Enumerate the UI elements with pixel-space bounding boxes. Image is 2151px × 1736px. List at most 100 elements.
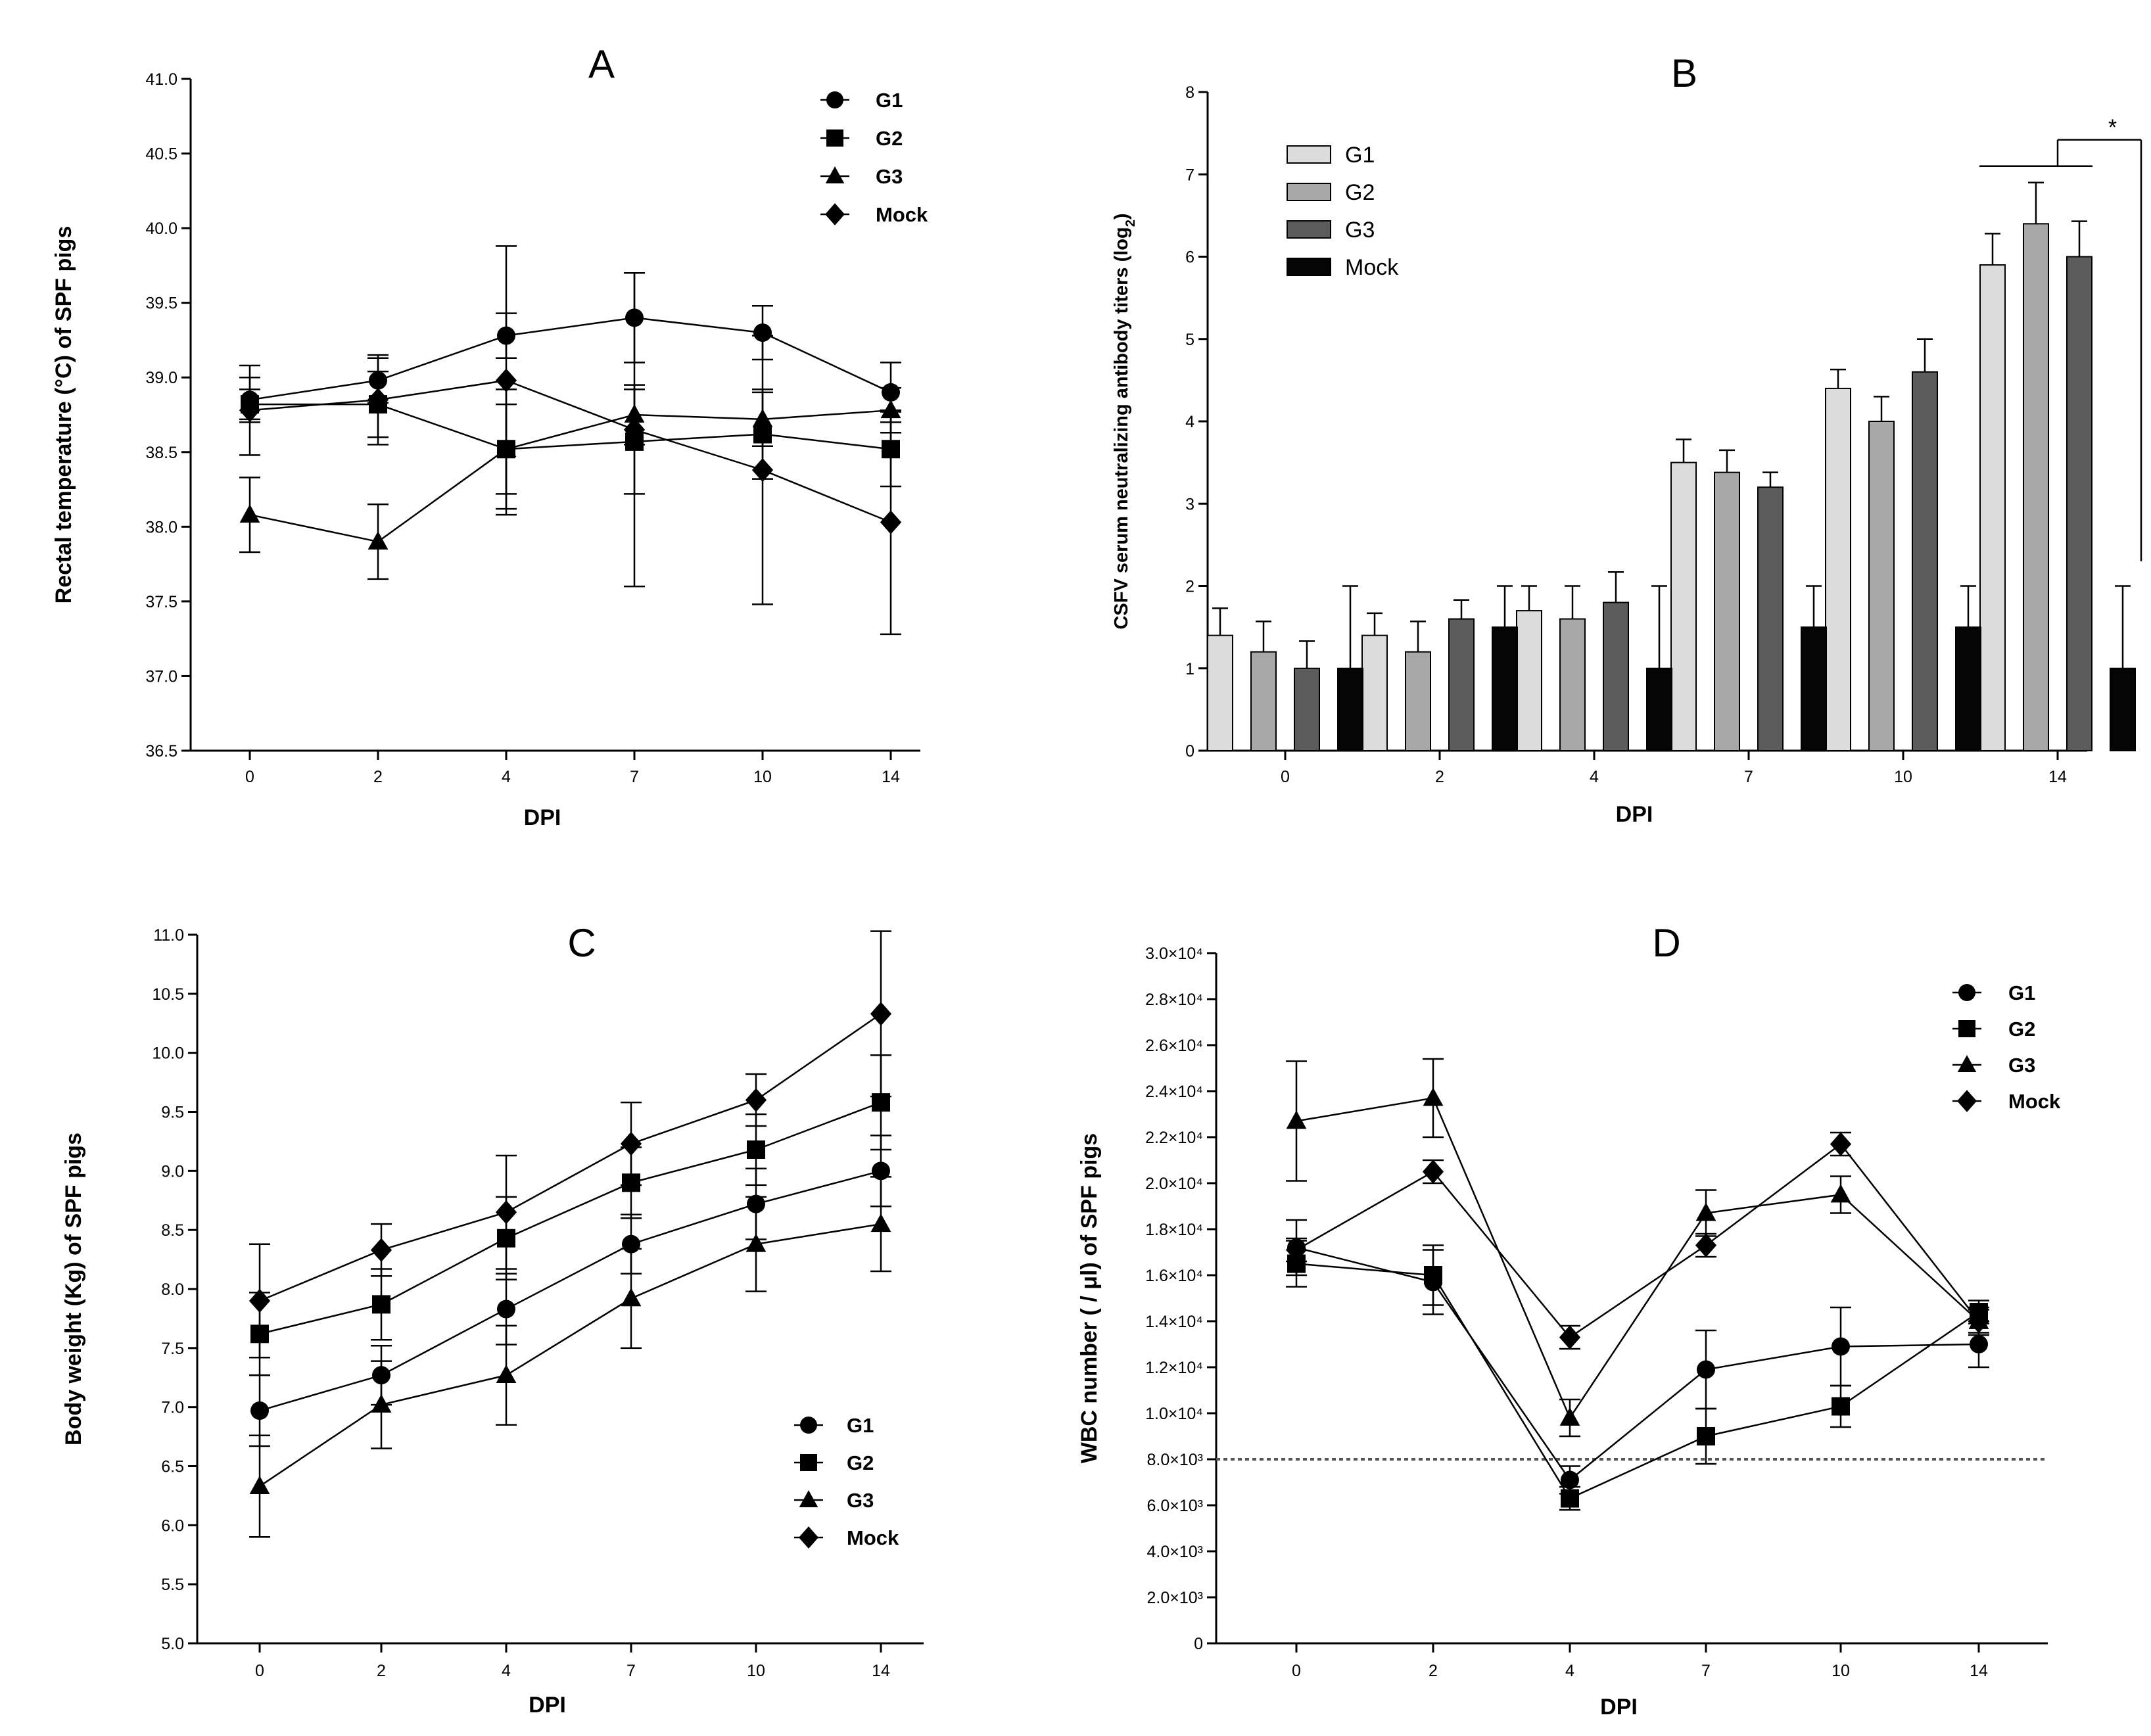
series-line <box>1296 1142 1979 1339</box>
legend-label: Mock <box>847 1526 899 1549</box>
y-tick-label: 2.0×10⁴ <box>1145 1175 1203 1193</box>
bar <box>1757 486 1784 751</box>
data-point <box>371 1394 392 1413</box>
data-point <box>239 398 261 423</box>
panel-letter: D <box>1652 921 1680 965</box>
legend-label: G3 <box>876 165 903 188</box>
legend-label: G1 <box>876 89 903 112</box>
y-tick-label: 3 <box>1185 495 1194 513</box>
x-tick-label: 14 <box>872 1662 890 1680</box>
legend-item-g1: G1 <box>794 1414 874 1437</box>
series-line <box>250 403 891 450</box>
y-tick-label: 10.0 <box>152 1044 184 1063</box>
y-tick-label: 4 <box>1185 413 1194 431</box>
bar <box>1405 651 1431 752</box>
x-tick-label: 4 <box>502 1662 511 1680</box>
x-axis-title: DPI <box>529 1693 566 1718</box>
bar <box>1603 601 1629 751</box>
series-mock <box>239 245 902 636</box>
data-point <box>1970 1335 1988 1353</box>
y-tick-label: 1 <box>1185 660 1194 678</box>
data-point <box>248 1288 271 1313</box>
y-tick-label: 8.0 <box>161 1280 184 1299</box>
y-tick-label: 9.0 <box>161 1162 184 1181</box>
series-g3 <box>249 1176 891 1538</box>
x-tick-label: 10 <box>1894 768 1912 786</box>
legend-swatch <box>1287 220 1331 239</box>
series-line <box>259 1101 882 1335</box>
y-tick-label: 7.0 <box>161 1399 184 1417</box>
x-tick-label: 7 <box>626 1662 636 1680</box>
series-line <box>1296 1097 1979 1420</box>
data-point <box>250 1401 269 1420</box>
data-point <box>1285 1238 1308 1262</box>
y-axis-title-text: Body weight (Kg) of SPF pigs <box>61 1133 86 1445</box>
legend-marker <box>1957 1055 1977 1073</box>
y-tick-label: 1.4×10⁴ <box>1145 1313 1203 1331</box>
data-point <box>751 457 774 482</box>
y-tick-label: 2.8×10⁴ <box>1145 991 1203 1009</box>
legend-swatch <box>1287 145 1331 164</box>
legend-marker <box>799 1526 818 1549</box>
series-g1 <box>249 1135 891 1447</box>
series-g1 <box>239 271 901 423</box>
chart-a: A 36.5 37.0 37.5 38.0 38.5 39.0 39.5 40.0 40.5 41.… <box>51 42 928 830</box>
series-line <box>259 1013 882 1302</box>
significance-star: * <box>2108 115 2117 140</box>
y-tick-label: 1.8×10⁴ <box>1145 1221 1203 1239</box>
x-tick-label: 7 <box>1701 1662 1711 1680</box>
x-tick-label: 14 <box>882 768 900 786</box>
data-point <box>745 1233 767 1252</box>
legend-label: G2 <box>1345 180 1375 205</box>
y-tick-label: 8 <box>1185 83 1194 102</box>
series-line <box>249 379 891 523</box>
legend-label: G3 <box>2008 1054 2035 1077</box>
panel-letter: A <box>588 42 615 86</box>
legend-item-g3: G3 <box>1287 218 1375 243</box>
legend-label: Mock <box>1345 255 1399 280</box>
y-tick-label: 9.5 <box>161 1104 184 1122</box>
legend-item-mock: Mock <box>1952 1090 2061 1113</box>
bar <box>1361 634 1388 752</box>
legend-item-g2: G2 <box>1287 180 1375 205</box>
x-axis-title: DPI <box>524 805 561 830</box>
y-tick-label: 2.4×10⁴ <box>1145 1083 1203 1101</box>
series-mock <box>248 930 892 1359</box>
series-line <box>1296 1246 1979 1482</box>
legend-item-g3: G3 <box>820 165 903 188</box>
y-tick-label: 8.0×10³ <box>1147 1451 1204 1469</box>
x-tick-label: 10 <box>1832 1662 1850 1680</box>
y-tick-label: 36.5 <box>145 742 177 761</box>
x-tick-label: 0 <box>245 768 254 786</box>
series-g2 <box>1286 1240 1989 1511</box>
data-point <box>497 1300 515 1319</box>
y-axis-title-text: WBC number ( / μl) of SPF pigs <box>1077 1133 1102 1463</box>
data-point <box>1830 1184 1851 1203</box>
y-tick-label: 6.0 <box>161 1516 184 1535</box>
y-tick-label: 5.5 <box>161 1576 184 1594</box>
bar <box>1670 461 1697 751</box>
data-point <box>367 388 389 412</box>
data-point <box>880 510 902 534</box>
x-tick-label: 0 <box>1281 768 1290 786</box>
y-tick-label: 2.6×10⁴ <box>1145 1037 1203 1055</box>
y-axis-title: Body weight (Kg) of SPF pigs <box>61 1133 86 1445</box>
y-tick-label: 5.0 <box>161 1635 184 1653</box>
panel-letter: C <box>567 921 596 965</box>
data-point <box>745 1088 767 1112</box>
y-tick-label: 1.0×10⁴ <box>1145 1405 1203 1423</box>
bar <box>1912 371 1938 751</box>
y-tick-label: 41.0 <box>145 70 177 89</box>
series-g2 <box>1250 181 2049 752</box>
data-point <box>1832 1337 1850 1356</box>
bar <box>1646 667 1672 751</box>
data-point <box>239 504 260 523</box>
data-point <box>372 1295 390 1314</box>
y-tick-label: 39.5 <box>145 294 177 313</box>
series-line <box>249 409 891 543</box>
bar <box>1714 471 1740 752</box>
data-point <box>753 323 772 342</box>
y-axis-title-subscript: 2 <box>1123 220 1138 227</box>
legend-label: G1 <box>847 1414 874 1437</box>
